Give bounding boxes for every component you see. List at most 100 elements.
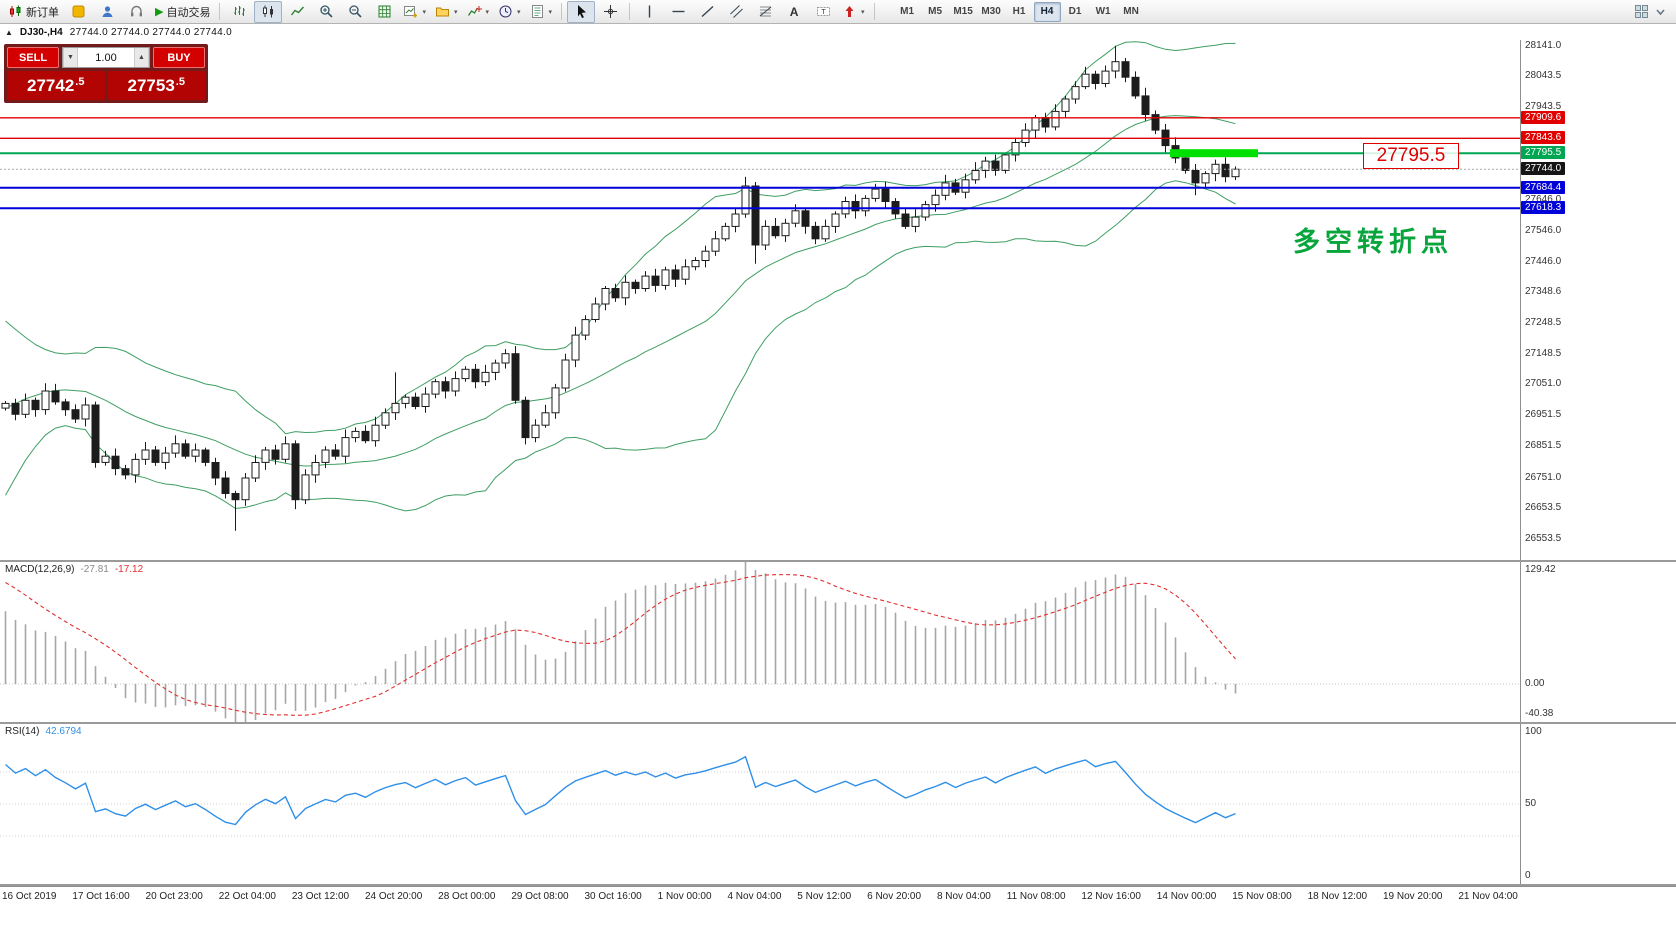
- text-label-button[interactable]: T: [809, 1, 837, 23]
- x-axis-label: 20 Oct 23:00: [145, 891, 203, 902]
- highlight-segment[interactable]: [1170, 149, 1258, 158]
- x-axis-label: 1 Nov 00:00: [657, 891, 712, 902]
- arrange-windows-icon[interactable]: [1634, 4, 1649, 19]
- community-button[interactable]: [93, 1, 121, 23]
- sell-button[interactable]: SELL: [7, 47, 59, 68]
- profiles-button[interactable]: ▾: [431, 1, 462, 23]
- rsi-name: RSI(14): [5, 726, 40, 737]
- timeframe-button-m30[interactable]: M30: [981, 6, 1001, 17]
- y-axis-label: 26951.5: [1525, 409, 1562, 420]
- horizontal-level-lines[interactable]: [0, 117, 1520, 210]
- timeframe-button-d1[interactable]: D1: [1068, 6, 1082, 17]
- templates-button[interactable]: ▾: [526, 1, 557, 23]
- vertical-line-button[interactable]: [635, 1, 663, 23]
- toolbar-separator: [629, 3, 631, 20]
- zoom-out-button[interactable]: [341, 1, 369, 23]
- x-axis-label: 11 Nov 08:00: [1006, 891, 1066, 902]
- main-toolbar: 新订单 ▶ 自动交易: [0, 0, 1676, 24]
- buy-price-frac: .5: [175, 76, 185, 88]
- arrows-button[interactable]: ▾: [838, 1, 869, 23]
- trade-panel-toggle[interactable]: ▲: [5, 27, 13, 37]
- timeframe-button-m1[interactable]: M1: [900, 6, 915, 17]
- dropdown-caret-icon: ▾: [422, 8, 426, 16]
- indicators-button[interactable]: ▾: [463, 1, 494, 23]
- time-axis[interactable]: 16 Oct 2019 17 Oct 16:00 20 Oct 23:00 22 Oc…: [0, 886, 1676, 908]
- timeframe-toolbar: M1 M5 M15 M30 H1 H4 D1 W1 MN: [894, 1, 1145, 22]
- channel-icon: [729, 5, 743, 18]
- grid-icon: [378, 5, 391, 18]
- crosshair-button[interactable]: [596, 1, 624, 23]
- rsi-panel: RSI(14) 42.6794 100 50 0: [0, 724, 1676, 884]
- zoom-in-icon: [320, 5, 333, 18]
- y-axis-label: 27348.6: [1525, 286, 1562, 297]
- volume-increase-button[interactable]: ▲: [134, 48, 149, 67]
- candlestick-chart-button[interactable]: [254, 0, 283, 23]
- price-callout-label[interactable]: 27795.5: [1363, 143, 1459, 169]
- timeframe-button-m15[interactable]: M15: [953, 6, 973, 17]
- y-axis-label: 27248.5: [1525, 317, 1562, 328]
- macd-histogram: [4, 562, 1237, 722]
- bar-chart-button[interactable]: [225, 1, 253, 23]
- volume-input[interactable]: 1.00: [95, 51, 117, 64]
- sell-price-frac: .5: [75, 76, 85, 88]
- macd-axis: 129.42 0.00 -40.38: [1520, 562, 1676, 722]
- line-chart-button[interactable]: [283, 1, 311, 23]
- timeframe-button-h1[interactable]: H1: [1012, 6, 1026, 17]
- sell-price-main: 27742: [27, 75, 75, 95]
- price-axis[interactable]: 28141.0 28043.5 27943.5 27646.0 27546.0 27446…: [1520, 40, 1676, 560]
- chart-quote-bar: ▲ DJ30-,H4 27744.0 27744.0 27744.0 27744…: [0, 24, 1676, 40]
- turning-point-annotation[interactable]: 多空转折点: [1293, 227, 1453, 257]
- timeframe-button-w1[interactable]: W1: [1095, 6, 1111, 17]
- new-order-label: 新订单: [26, 6, 59, 19]
- panel-divider[interactable]: [0, 722, 1676, 724]
- timeframe-button-h4[interactable]: H4: [1033, 1, 1061, 22]
- new-order-button[interactable]: 新订单: [4, 1, 63, 23]
- new-chart-button[interactable]: ▾: [399, 1, 430, 23]
- macd-chart[interactable]: [0, 562, 1520, 722]
- rsi-chart[interactable]: [0, 724, 1520, 884]
- sell-price[interactable]: 27742 .5: [7, 71, 105, 100]
- horizontal-line-button[interactable]: [664, 1, 692, 23]
- timeframe-button-mn[interactable]: MN: [1123, 6, 1139, 17]
- candlestick-chart[interactable]: [0, 40, 1520, 560]
- trendline-button[interactable]: [693, 1, 721, 23]
- panel-divider[interactable]: [0, 884, 1676, 886]
- main-chart-plot[interactable]: SELL ▼ 1.00 ▲ BUY 27742 .5 27753: [0, 40, 1520, 560]
- macd-axis-label: 0.00: [1525, 677, 1545, 689]
- rsi-axis-label: 0: [1525, 870, 1531, 881]
- volume-control: ▼ 1.00 ▲: [62, 47, 150, 68]
- text-button[interactable]: A: [780, 1, 808, 23]
- autotrading-button[interactable]: ▶ 自动交易: [151, 1, 214, 23]
- x-axis-label: 21 Nov 04:00: [1458, 891, 1518, 902]
- buy-price[interactable]: 27753 .5: [107, 71, 205, 100]
- periods-button[interactable]: ▾: [494, 1, 525, 23]
- panel-divider[interactable]: [0, 560, 1676, 562]
- toolbar-options-icon[interactable]: [1653, 4, 1668, 19]
- main-chart-panel: SELL ▼ 1.00 ▲ BUY 27742 .5 27753: [0, 40, 1676, 560]
- dropdown-caret-icon: ▾: [517, 8, 521, 16]
- volume-decrease-button[interactable]: ▼: [63, 48, 78, 67]
- price-tag: 27744.0: [1521, 162, 1566, 175]
- bar-chart-icon: [233, 6, 245, 16]
- fibonacci-button[interactable]: [751, 1, 779, 23]
- candlestick-chart-icon: [262, 5, 273, 18]
- mql5-button[interactable]: [64, 1, 92, 23]
- channel-button[interactable]: [722, 1, 750, 23]
- y-axis-label: 28141.0: [1525, 40, 1562, 51]
- cursor-button[interactable]: [567, 0, 596, 23]
- y-axis-label: 27943.5: [1525, 101, 1562, 112]
- macd-axis-label: 129.42: [1525, 564, 1556, 575]
- support-button[interactable]: [122, 1, 150, 23]
- autotrading-play-icon: ▶: [155, 6, 164, 18]
- timeframe-button-m5[interactable]: M5: [928, 6, 943, 17]
- tile-windows-button[interactable]: [370, 1, 398, 23]
- buy-button[interactable]: BUY: [153, 47, 205, 68]
- rsi-plot[interactable]: RSI(14) 42.6794: [0, 724, 1520, 884]
- rsi-label: RSI(14) 42.6794: [5, 726, 82, 737]
- macd-plot[interactable]: MACD(12,26,9) -27.81 -17.12: [0, 562, 1520, 722]
- toolbar-separator: [219, 3, 221, 20]
- y-axis-label: 27546.0: [1525, 225, 1562, 236]
- autotrading-label: 自动交易: [166, 6, 211, 19]
- zoom-in-button[interactable]: [312, 1, 340, 23]
- dropdown-caret-icon: ▾: [485, 8, 490, 16]
